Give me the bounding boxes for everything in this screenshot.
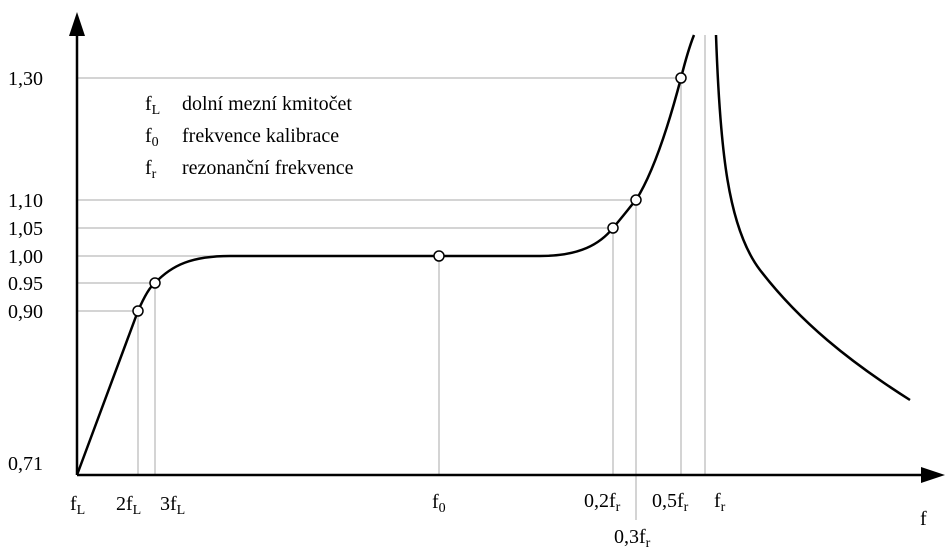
response-curve-right — [714, 34, 911, 402]
x-axis-title: f — [920, 508, 927, 530]
y-label: 1,00 — [8, 246, 43, 268]
y-label: 1,30 — [8, 68, 43, 90]
axes — [69, 12, 945, 483]
y-label: 1,10 — [8, 190, 43, 212]
legend-symbol: fr — [145, 157, 157, 182]
points — [132, 72, 687, 317]
legend-symbol: f0 — [145, 125, 159, 150]
x-label: 2fL — [116, 493, 141, 518]
y-label: 0,90 — [8, 301, 43, 323]
y-labels: 1,30 1,10 1,05 1,00 0.95 0,90 0,71 — [8, 68, 43, 475]
legend-text: frekvence kalibrace — [182, 125, 339, 147]
legend-symbol: fL — [145, 93, 160, 118]
x-label: 3fL — [160, 493, 185, 518]
x-labels: fL 2fL 3fL f0 0,2fr 0,3fr 0,5fr fr f — [70, 490, 927, 551]
legend-text: rezonanční frekvence — [182, 157, 354, 179]
x-label: fL — [70, 493, 85, 518]
guide-lines — [77, 35, 706, 520]
x-label: 0,3fr — [614, 526, 651, 551]
legend-text: dolní mezní kmitočet — [182, 93, 352, 115]
y-label: 1,05 — [8, 218, 43, 240]
y-label: 0,71 — [8, 453, 43, 475]
response-curve — [75, 34, 696, 476]
legend: fL dolní mezní kmitočet f0 frekvence kal… — [145, 93, 354, 182]
y-label: 0.95 — [8, 273, 43, 295]
x-label: 0,5fr — [652, 490, 689, 515]
x-label: 0,2fr — [584, 490, 621, 515]
x-label: fr — [714, 490, 726, 515]
x-label: f0 — [432, 491, 446, 516]
